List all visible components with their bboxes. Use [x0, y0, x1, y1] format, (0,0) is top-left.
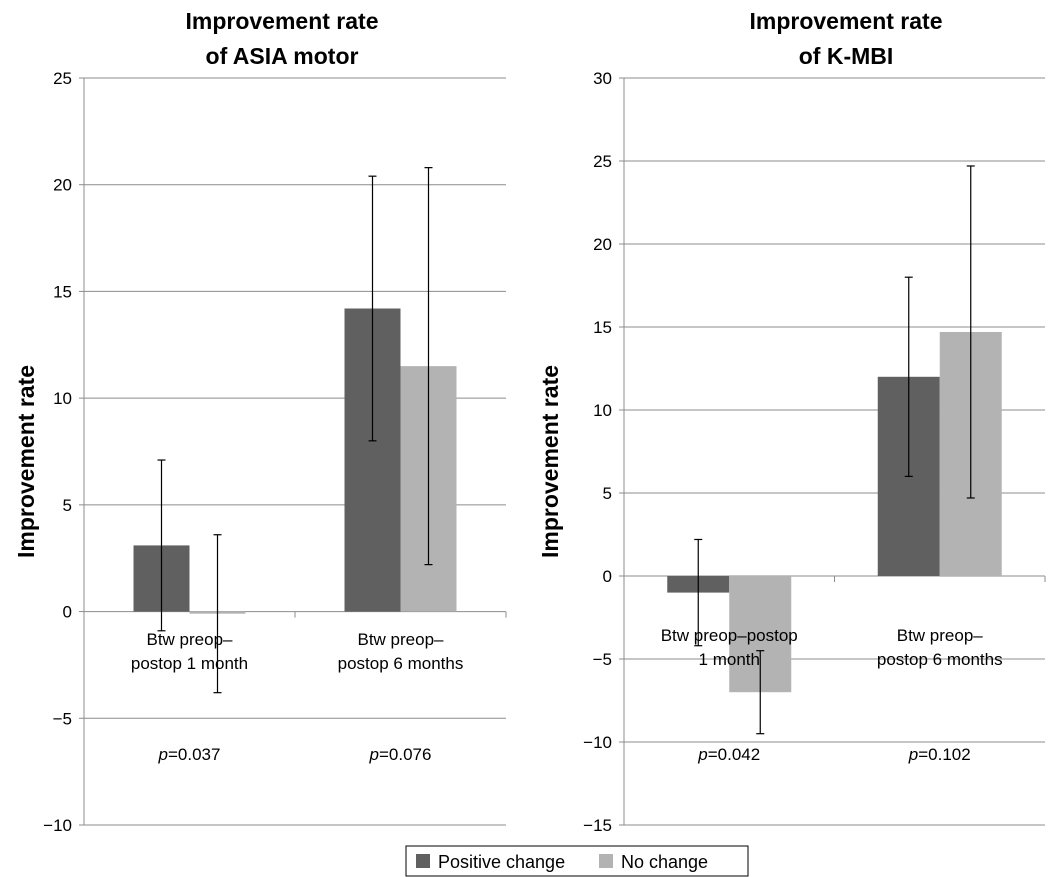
p-value-annotation: p=0.037 [158, 745, 221, 764]
chart-1: Improvement rate of ASIA motor −10 −5 0 5 10 15… [13, 8, 507, 835]
legend-swatch-positive-change [416, 854, 430, 868]
y-tick-label: −10 [43, 816, 72, 835]
x-category-label: postop 6 months [877, 650, 1003, 669]
chart-title-line: of K-MBI [799, 43, 894, 69]
y-tick-label: 25 [53, 69, 72, 88]
y-tick-label: 30 [593, 69, 612, 88]
x-category-label: postop 1 month [131, 654, 248, 673]
x-category-label: Btw preop–postop [661, 626, 798, 645]
y-axis-label: Improvement rate [13, 365, 39, 558]
chart-title-line: of ASIA motor [206, 43, 359, 69]
y-axis-label: Improvement rate [537, 365, 563, 558]
p-value-annotation: p=0.102 [908, 745, 971, 764]
y-tick-label: −5 [53, 709, 72, 728]
y-tick-label: 15 [593, 318, 612, 337]
y-tick-label: 10 [593, 401, 612, 420]
chart-2: Improvement rate of K-MBI −15 −10 −5 0 5 10 15 20… [537, 8, 1046, 835]
y-tick-label: 5 [603, 484, 612, 503]
x-category-label: Btw preop– [147, 630, 234, 649]
y-tick-label: −15 [583, 816, 612, 835]
x-category-label: postop 6 months [338, 654, 464, 673]
legend: Positive change No change [405, 845, 749, 877]
legend-box [405, 845, 749, 877]
chart-title-line: Improvement rate [749, 8, 942, 34]
y-tick-label: 25 [593, 152, 612, 171]
y-tick-label: 5 [63, 496, 72, 515]
y-tick-label: −5 [593, 650, 612, 669]
y-tick-label: 0 [63, 603, 72, 622]
y-tick-label: −10 [583, 733, 612, 752]
legend-label: No change [621, 852, 708, 872]
y-tick-label: 0 [603, 567, 612, 586]
y-tick-label: 15 [53, 282, 72, 301]
chart-title-line: Improvement rate [185, 8, 378, 34]
p-value-annotation: p=0.042 [697, 745, 760, 764]
y-tick-label: 20 [593, 235, 612, 254]
y-tick-label: 20 [53, 176, 72, 195]
x-category-label: 1 month [699, 650, 760, 669]
p-value-annotation: p=0.076 [369, 745, 432, 764]
y-tick-label: 10 [53, 389, 72, 408]
legend-label: Positive change [438, 852, 565, 872]
x-category-label: Btw preop– [358, 630, 445, 649]
x-category-label: Btw preop– [897, 626, 984, 645]
legend-swatch-no-change [599, 854, 613, 868]
